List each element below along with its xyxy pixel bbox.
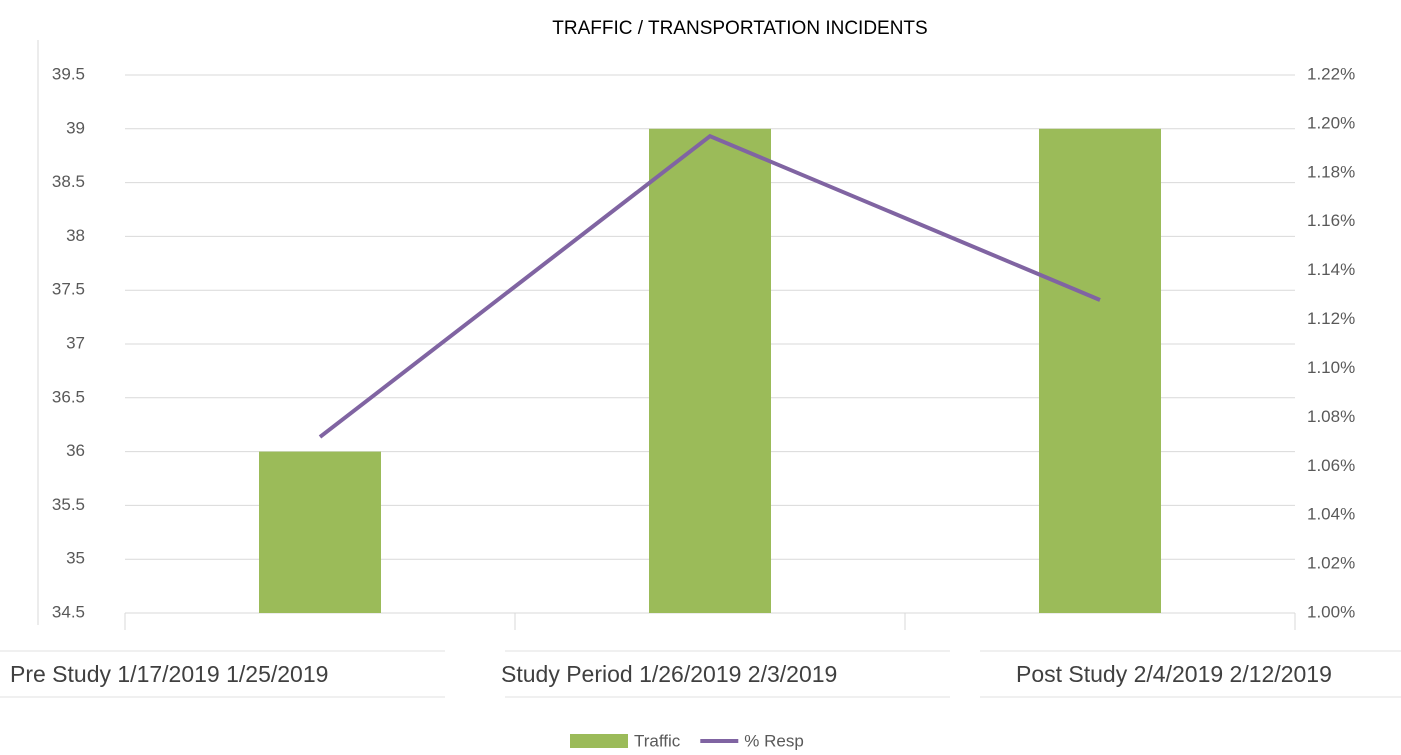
y-tick-label: 36.5 <box>52 387 85 406</box>
y2-tick-label: 1.10% <box>1307 358 1355 377</box>
y2-tick-label: 1.02% <box>1307 554 1355 573</box>
y2-tick-label: 1.04% <box>1307 505 1355 524</box>
y2-tick-label: 1.18% <box>1307 162 1355 181</box>
y2-tick-label: 1.08% <box>1307 407 1355 426</box>
y-tick-label: 39 <box>66 118 85 137</box>
y-tick-label: 35.5 <box>52 495 85 514</box>
bar <box>649 128 771 614</box>
y2-tick-label: 1.12% <box>1307 309 1355 328</box>
y2-tick-label: 1.06% <box>1307 456 1355 475</box>
bar <box>1039 128 1161 614</box>
y2-tick-label: 1.16% <box>1307 211 1355 230</box>
y-tick-label: 39.5 <box>52 64 85 83</box>
legend-label: % Resp <box>744 731 804 750</box>
y2-tick-label: 1.20% <box>1307 113 1355 132</box>
legend-swatch <box>570 734 628 748</box>
y2-tick-label: 1.00% <box>1307 602 1355 621</box>
bar <box>259 451 381 613</box>
y-tick-label: 37 <box>66 333 85 352</box>
y-tick-label: 36 <box>66 441 85 460</box>
y2-tick-label: 1.22% <box>1307 64 1355 83</box>
y-tick-label: 37.5 <box>52 280 85 299</box>
y2-tick-label: 1.14% <box>1307 260 1355 279</box>
line <box>318 133 1101 439</box>
legend-label: Traffic <box>634 731 681 750</box>
y-tick-label: 35 <box>66 549 85 568</box>
y-tick-label: 34.5 <box>52 602 85 621</box>
chart-title: TRAFFIC / TRANSPORTATION INCIDENTS <box>552 18 927 39</box>
x-tick-label: Study Period 1/26/2019 2/3/2019 <box>501 661 837 687</box>
y-tick-label: 38.5 <box>52 172 85 191</box>
x-tick-label: Post Study 2/4/2019 2/12/2019 <box>1016 661 1332 687</box>
x-tick-label: Pre Study 1/17/2019 1/25/2019 <box>10 661 328 687</box>
y-tick-label: 38 <box>66 226 85 245</box>
